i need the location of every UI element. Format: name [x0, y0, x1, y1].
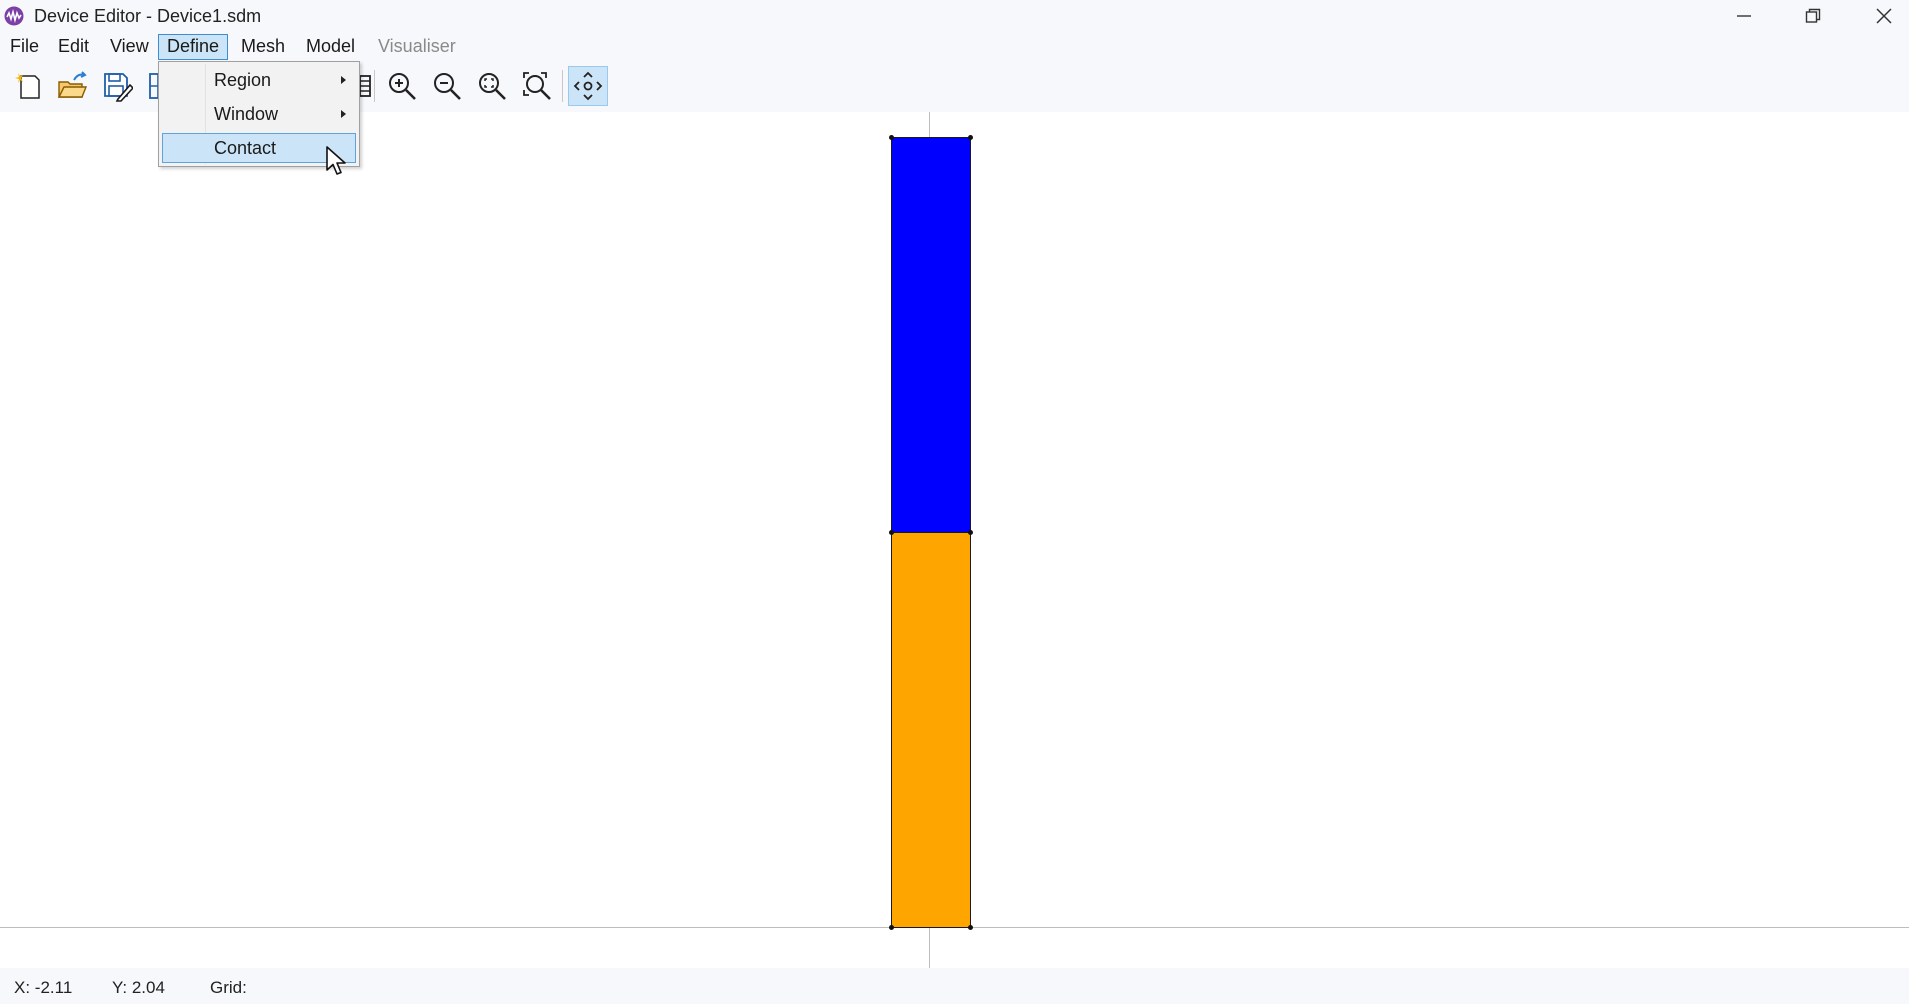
zoom-extents-icon: [521, 70, 553, 102]
window-title: Device Editor - Device1.sdm: [34, 5, 261, 27]
toolbar-separator: [562, 70, 563, 102]
zoom-in-icon: [386, 70, 418, 102]
restore-button[interactable]: [1781, 0, 1845, 32]
status-x-coordinate: X: -2.11: [14, 978, 72, 998]
menu-file[interactable]: File: [2, 34, 47, 60]
zoom-out-button[interactable]: [427, 66, 467, 106]
submenu-arrow-icon: [341, 110, 346, 118]
zoom-fit-button[interactable]: [472, 66, 512, 106]
region-top[interactable]: [891, 137, 971, 533]
menu-model[interactable]: Model: [298, 34, 363, 60]
menu-view[interactable]: View: [102, 34, 157, 60]
submenu-arrow-icon: [341, 76, 346, 84]
close-button[interactable]: [1852, 0, 1909, 32]
save-edit-icon: [101, 70, 133, 102]
vertex[interactable]: [889, 530, 894, 535]
menu-item-contact-label: Contact: [214, 138, 276, 158]
zoom-in-button[interactable]: [382, 66, 422, 106]
waveform-app-icon: [4, 6, 24, 26]
drawing-canvas[interactable]: [0, 112, 1909, 968]
menu-edit[interactable]: Edit: [50, 34, 97, 60]
save-edit-button[interactable]: [97, 66, 137, 106]
region-bottom[interactable]: [891, 532, 971, 928]
pan-icon: [572, 70, 604, 102]
toolbar-separator: [374, 70, 375, 102]
zoom-extents-button[interactable]: [517, 66, 557, 106]
vertex[interactable]: [968, 135, 973, 140]
restore-icon: [1804, 7, 1822, 25]
vertex[interactable]: [968, 925, 973, 930]
new-file-icon: [11, 70, 43, 102]
menu-mesh[interactable]: Mesh: [233, 34, 293, 60]
menu-item-region-label: Region: [214, 70, 271, 90]
minimize-icon: [1735, 7, 1753, 25]
open-folder-icon: [56, 70, 88, 102]
menu-bar: File Edit View Define Mesh Model Visuali…: [0, 32, 1909, 62]
close-icon: [1875, 7, 1893, 25]
title-bar: Device Editor - Device1.sdm: [0, 0, 1909, 32]
menu-item-window[interactable]: Window: [162, 99, 356, 129]
new-file-button[interactable]: [7, 66, 47, 106]
vertex[interactable]: [968, 530, 973, 535]
menu-item-region[interactable]: Region: [162, 65, 356, 95]
status-grid: Grid:: [210, 978, 247, 998]
pan-button[interactable]: [568, 66, 608, 106]
zoom-out-icon: [431, 70, 463, 102]
menu-visualiser[interactable]: Visualiser: [370, 34, 464, 60]
open-file-button[interactable]: [52, 66, 92, 106]
menu-define[interactable]: Define: [158, 34, 228, 60]
mouse-pointer-icon: [325, 145, 349, 177]
vertex[interactable]: [889, 925, 894, 930]
status-y-coordinate: Y: 2.04: [112, 978, 165, 998]
status-bar: X: -2.11 Y: 2.04 Grid:: [0, 968, 1909, 1004]
minimize-button[interactable]: [1712, 0, 1776, 32]
vertex[interactable]: [889, 135, 894, 140]
menu-item-window-label: Window: [214, 104, 278, 124]
zoom-fit-icon: [476, 70, 508, 102]
